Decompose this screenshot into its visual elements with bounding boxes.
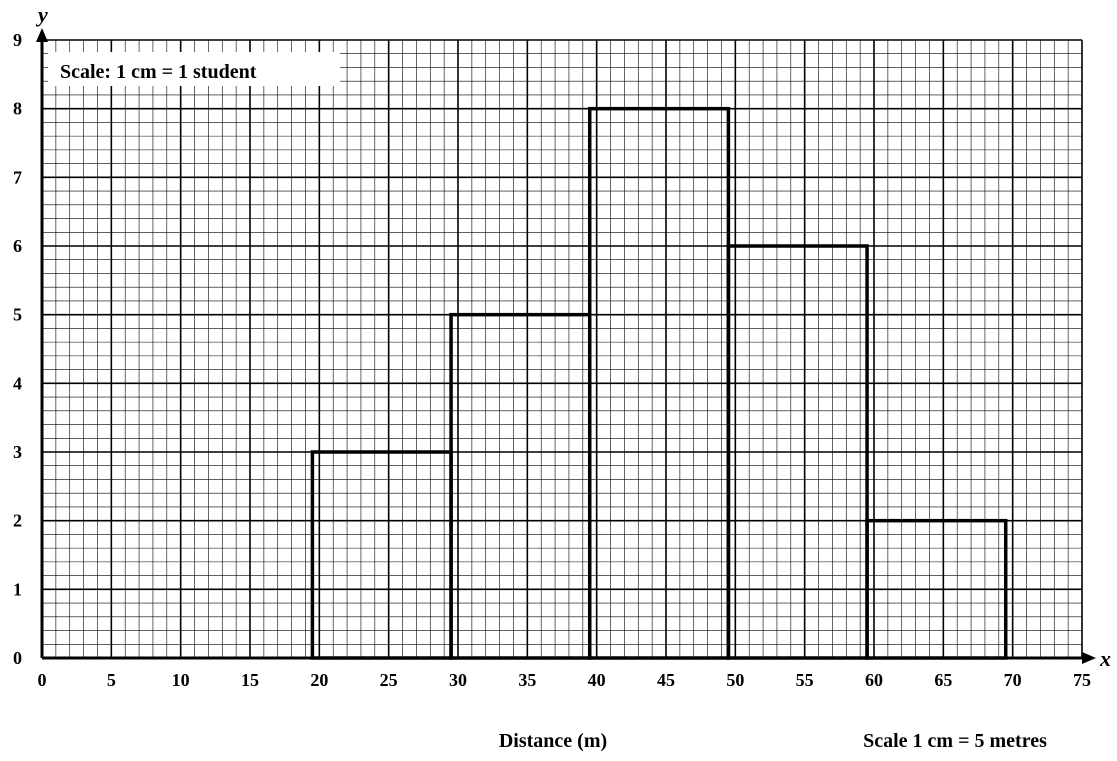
x-tick-label: 50 xyxy=(726,670,744,690)
y-scale-note-box xyxy=(48,52,340,86)
x-tick-label: 25 xyxy=(380,670,398,690)
y-axis-name: y xyxy=(35,2,48,27)
y-tick-label: 3 xyxy=(13,442,22,462)
x-tick-label: 15 xyxy=(241,670,259,690)
y-tick-label: 9 xyxy=(13,30,22,50)
x-axis-arrow xyxy=(1082,652,1096,664)
x-tick-label: 45 xyxy=(657,670,675,690)
y-tick-label: 7 xyxy=(13,167,22,187)
x-tick-label: 60 xyxy=(865,670,883,690)
x-tick-label: 75 xyxy=(1073,670,1091,690)
y-tick-label: 1 xyxy=(13,579,22,599)
x-tick-label: 10 xyxy=(172,670,190,690)
x-tick-label: 65 xyxy=(934,670,952,690)
grid xyxy=(41,39,1083,659)
y-tick-label: 8 xyxy=(13,99,22,119)
x-axis-name: x xyxy=(1099,646,1111,671)
y-tick-label: 4 xyxy=(13,373,22,393)
y-tick-label: 2 xyxy=(13,511,22,531)
x-tick-label: 30 xyxy=(449,670,467,690)
y-scale-note: Scale: 1 cm = 1 student xyxy=(60,61,257,83)
x-tick-label: 55 xyxy=(796,670,814,690)
x-scale-note: Scale 1 cm = 5 metres xyxy=(863,730,1047,752)
y-tick-label: 5 xyxy=(13,305,22,325)
x-tick-label: 35 xyxy=(518,670,536,690)
y-axis-arrow xyxy=(36,28,48,42)
y-tick-label: 0 xyxy=(13,648,22,668)
x-tick-label: 70 xyxy=(1004,670,1022,690)
axes xyxy=(36,28,1096,664)
x-tick-label: 5 xyxy=(107,670,116,690)
x-tick-label: 40 xyxy=(588,670,606,690)
x-tick-label: 0 xyxy=(38,670,47,690)
x-tick-label: 20 xyxy=(310,670,328,690)
x-axis-label: Distance (m) xyxy=(499,730,607,752)
y-tick-label: 6 xyxy=(13,236,22,256)
